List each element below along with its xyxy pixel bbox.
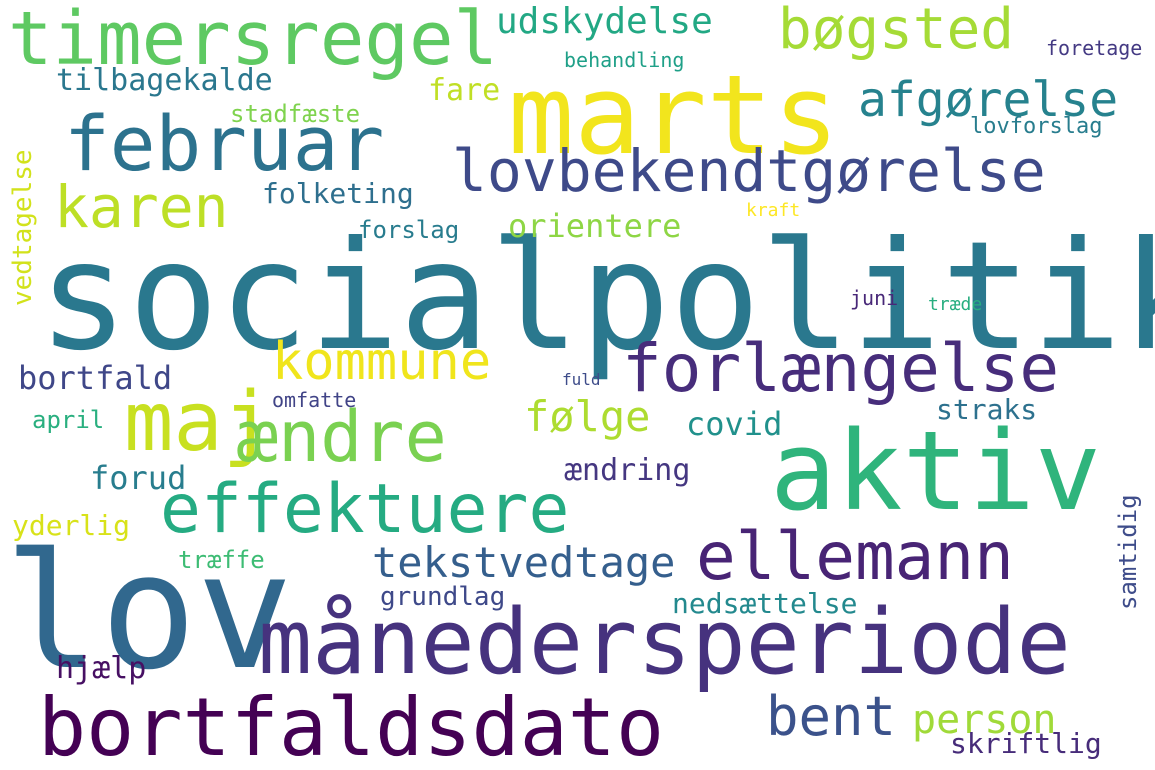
word-ellemann: ellemann (696, 518, 1014, 595)
word-skriftlig: skriftlig (950, 727, 1102, 760)
word-afgorelse: afgørelse (858, 72, 1119, 128)
word-forud: forud (90, 459, 187, 497)
word-foretage: foretage (1046, 36, 1143, 60)
word-folge: følge (524, 392, 651, 441)
word-bogsted: bøgsted (778, 0, 1015, 62)
word-covid: covid (686, 405, 783, 443)
word-traede: træde (928, 294, 983, 315)
word-omfatte: omfatte (272, 388, 357, 412)
word-yderlig: yderlig (12, 509, 131, 542)
word-maj: maj (124, 375, 273, 470)
word-stadfaeste: stadfæste (230, 100, 361, 128)
word-aendring: ændring (564, 453, 691, 488)
word-udskydelse: udskydelse (496, 1, 713, 42)
word-aktiv: aktiv (770, 407, 1102, 535)
word-traeffe: træffe (178, 546, 265, 574)
word-karen: karen (54, 173, 229, 241)
word-kommune: kommune (272, 332, 492, 392)
word-behandling: behandling (564, 48, 685, 72)
word-bortfald: bortfald (18, 359, 173, 397)
word-aendre: ændre (236, 396, 447, 478)
word-straks: straks (936, 393, 1038, 426)
word-kraft: kraft (746, 200, 801, 221)
word-bortfaldsdato: bortfaldsdato (38, 681, 665, 770)
word-marts: marts (508, 51, 840, 179)
word-bent: bent (766, 685, 897, 748)
word-nedsaettelse: nedsættelse (672, 587, 858, 620)
word-orientere: orientere (508, 207, 682, 245)
word-lovbekendtgorelse: lovbekendtgørelse (452, 137, 1046, 205)
word-folketing: folketing (262, 177, 414, 210)
word-tekstvedtage: tekstvedtage (372, 538, 676, 587)
word-socialpolitik: socialpolitik (38, 210, 1155, 384)
word-tilbagekalde: tilbagekalde (56, 63, 273, 98)
word-februar: februar (64, 99, 385, 188)
word-forlaengelse: forlængelse (622, 330, 1060, 407)
word-fare: fare (428, 73, 501, 108)
word-hjaelp: hjælp (56, 651, 147, 686)
word-lovforslag: lovforslag (970, 114, 1103, 139)
word-forslag: forslag (358, 216, 460, 244)
word-grundlag: grundlag (380, 582, 506, 612)
word-vedtagelse: vedtagelse (8, 149, 38, 306)
word-lov: lov (4, 518, 293, 705)
word-manedersperiode: månedersperiode (258, 590, 1071, 695)
word-april: april (32, 406, 105, 434)
word-timersregel: timersregel (8, 0, 499, 82)
word-fuld: fuld (562, 370, 601, 389)
word-samtidig: samtidig (1114, 494, 1142, 610)
word-person: person (912, 697, 1057, 743)
word-juni: juni (850, 286, 899, 310)
word-effektuere: effektuere (160, 470, 570, 549)
